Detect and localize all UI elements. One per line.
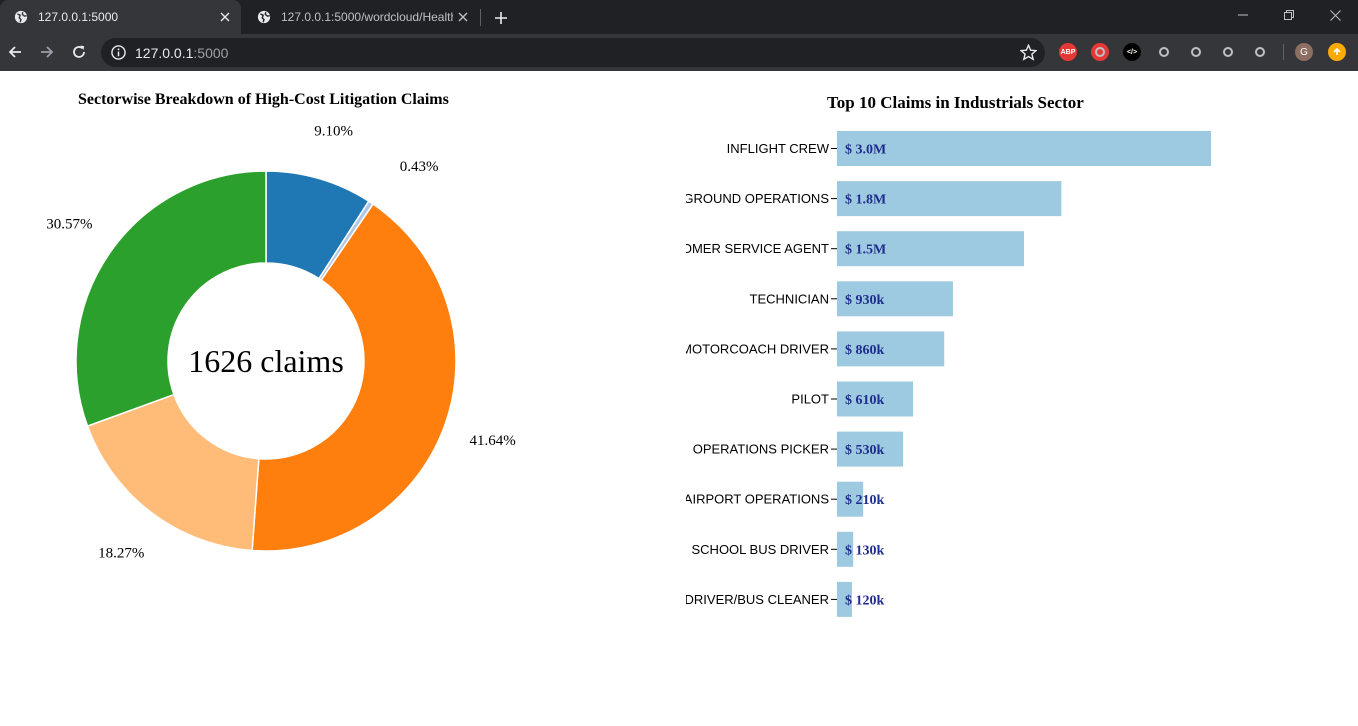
slice-label: 18.27% <box>98 545 144 561</box>
slice-label: 9.10% <box>314 124 353 140</box>
category-label: TECHNICIAN <box>750 291 829 306</box>
arrow-left-icon <box>8 46 21 58</box>
clover-icon[interactable] <box>1155 43 1173 61</box>
close-window-button[interactable] <box>1312 0 1358 30</box>
toolbar-separator <box>1283 44 1284 60</box>
bar[interactable] <box>837 381 914 417</box>
value-label: $ 120k <box>845 593 885 608</box>
medical-cross-icon[interactable] <box>1251 43 1269 61</box>
donut-slice[interactable] <box>86 393 260 552</box>
globe-icon <box>257 10 271 24</box>
category-label: AIRPORT OPERATIONS <box>684 492 830 507</box>
bar[interactable] <box>837 531 854 567</box>
value-label: $ 3.0M <box>845 143 886 158</box>
adblock-icon[interactable]: ABP <box>1059 43 1077 61</box>
donut-slice[interactable] <box>251 203 457 552</box>
extension-label: </> <box>1126 48 1138 56</box>
plus-icon <box>495 12 507 24</box>
bar[interactable] <box>837 231 1024 267</box>
value-label: $ 210k <box>845 493 885 508</box>
address-bar[interactable]: 127.0.0.1:5000 <box>101 38 1045 67</box>
arrow-right-icon <box>41 46 54 58</box>
value-label: $ 930k <box>845 293 885 308</box>
value-label: $ 610k <box>845 393 885 408</box>
category-label: OPERATIONS PICKER <box>693 442 829 457</box>
browser-tab-active[interactable]: 127.0.0.1:5000 <box>0 0 241 34</box>
color-picker-icon[interactable] <box>1091 43 1109 61</box>
close-tab-icon[interactable] <box>453 7 473 27</box>
donut-chart-title: Sectorwise Breakdown of High-Cost Litiga… <box>78 91 449 108</box>
bar-chart-title: Top 10 Claims in Industrials Sector <box>827 93 1084 112</box>
back-button[interactable] <box>2 39 28 65</box>
bar[interactable] <box>837 281 953 317</box>
reload-button[interactable] <box>66 39 92 65</box>
category-label: MOTORCOACH DRIVER <box>681 341 829 356</box>
value-label: $ 1.8M <box>845 193 886 208</box>
update-icon[interactable] <box>1328 43 1346 61</box>
bar-chart: INFLIGHT CREW $ 3.0M GROUND OPERATIONS $ 1.… <box>681 131 1211 617</box>
category-label: INFLIGHT CREW <box>727 141 830 156</box>
value-label: $ 860k <box>845 343 885 358</box>
restore-button[interactable] <box>1266 0 1312 30</box>
category-label: DRIVER/BUS CLEANER <box>685 592 829 607</box>
bar[interactable] <box>837 131 1211 166</box>
slice-label: 0.43% <box>400 159 439 175</box>
globe-icon <box>14 10 28 24</box>
info-icon[interactable] <box>111 45 126 60</box>
record-icon[interactable] <box>1219 43 1237 61</box>
close-tab-icon[interactable] <box>215 7 235 27</box>
page-content: Sectorwise Breakdown of High-Cost Litiga… <box>0 71 1358 726</box>
category-label: PILOT <box>791 392 829 407</box>
slice-label: 30.57% <box>46 216 92 232</box>
donut-chart: 9.10% 0.43% 41.64% 18.27% 30.57% 1626 claims <box>46 124 515 562</box>
browser-toolbar: 127.0.0.1:5000 ABP </> G <box>0 34 1358 71</box>
minimize-button[interactable] <box>1220 0 1266 30</box>
reload-icon <box>73 45 85 58</box>
extension-label: ABP <box>1060 48 1076 56</box>
browser-tab-inactive[interactable]: 127.0.0.1:5000/wordcloud/Healthcare <box>243 0 479 34</box>
forward-button[interactable] <box>34 39 60 65</box>
category-label: SCHOOL BUS DRIVER <box>692 542 830 557</box>
donut-center-label: 1626 claims <box>188 343 344 379</box>
restore-icon <box>1284 10 1294 20</box>
category-label: GROUND OPERATIONS <box>683 191 829 206</box>
bar[interactable] <box>837 481 864 517</box>
devtools-icon[interactable]: </> <box>1123 43 1141 61</box>
browser-tab-bar: 127.0.0.1:5000 127.0.0.1:5000/wordcloud/… <box>0 0 1358 34</box>
tab-title: 127.0.0.1:5000/wordcloud/Healthcare <box>281 10 453 24</box>
category-label: OMER SERVICE AGENT <box>682 241 829 256</box>
new-tab-button[interactable] <box>490 7 512 29</box>
url-port: :5000 <box>193 45 229 61</box>
value-label: $ 530k <box>845 443 885 458</box>
tab-title: 127.0.0.1:5000 <box>38 10 119 24</box>
bar[interactable] <box>837 181 1062 217</box>
bookmark-star-icon[interactable] <box>1020 44 1037 61</box>
value-label: $ 1.5M <box>845 243 886 258</box>
tab-separator <box>480 9 481 26</box>
donut-slice[interactable] <box>75 170 267 428</box>
slice-label: 41.64% <box>469 433 515 449</box>
bar[interactable] <box>837 431 904 467</box>
url-host: 127.0.0.1 <box>135 45 194 61</box>
url-text: 127.0.0.1:5000 <box>135 45 228 61</box>
value-label: $ 130k <box>845 543 885 558</box>
close-icon <box>1329 9 1341 21</box>
bar[interactable] <box>837 581 852 617</box>
profile-avatar[interactable]: G <box>1295 43 1313 61</box>
minimize-icon <box>1238 14 1248 16</box>
bar[interactable] <box>837 331 945 367</box>
mcafee-icon[interactable] <box>1187 43 1205 61</box>
profile-initial: G <box>1300 46 1308 58</box>
